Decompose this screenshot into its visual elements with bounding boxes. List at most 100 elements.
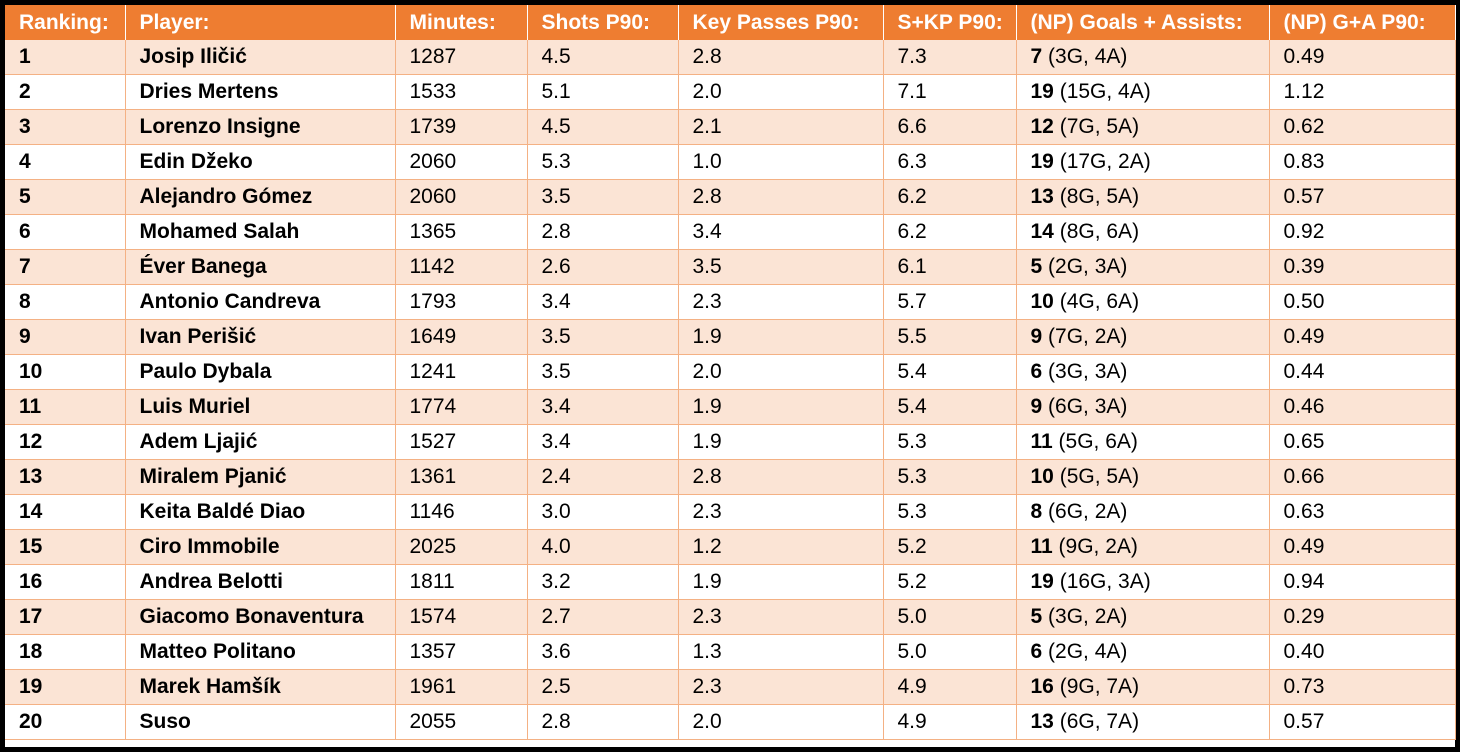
header-ga-p90: (NP) G+A P90: [1269,5,1456,40]
goals-assists-total: 8 [1030,500,1043,523]
rank-cell: 10 [5,354,126,390]
goals-assists-cell: 11 (5G, 6A) [1016,424,1270,460]
goals-assists-cell: 7 (3G, 4A) [1016,40,1270,75]
ga-p90-cell: 0.39 [1269,249,1456,285]
shots-p90-cell: 2.7 [527,599,679,635]
header-skp-p90: S+KP P90: [883,5,1017,40]
skp-p90-cell: 7.1 [883,74,1017,110]
minutes-cell: 1146 [395,494,528,530]
goals-assists-cell: 13 (6G, 7A) [1016,704,1270,740]
skp-p90-cell: 6.2 [883,214,1017,250]
goals-assists-cell: 5 (3G, 2A) [1016,599,1270,635]
skp-p90-cell: 5.3 [883,494,1017,530]
goals-assists-total: 13 [1030,185,1054,208]
rank-cell: 1 [5,40,126,75]
goals-assists-detail: (9G, 7A) [1059,675,1140,698]
minutes-cell: 1774 [395,389,528,425]
minutes-cell: 1533 [395,74,528,110]
key-passes-p90-cell: 1.9 [678,389,884,425]
skp-p90-cell: 5.4 [883,389,1017,425]
key-passes-p90-cell: 2.8 [678,40,884,75]
ga-p90-cell: 0.94 [1269,564,1456,600]
goals-assists-detail: (6G, 3A) [1048,395,1128,418]
goals-assists-cell: 14 (8G, 6A) [1016,214,1270,250]
goals-assists-total: 19 [1030,570,1054,593]
goals-assists-detail: (7G, 5A) [1059,115,1140,138]
goals-assists-total: 6 [1030,360,1043,383]
stats-table-frame: Ranking: Player: Minutes: Shots P90: Key… [5,5,1456,747]
rank-cell: 2 [5,74,126,110]
skp-p90-cell: 5.2 [883,564,1017,600]
goals-assists-detail: (2G, 4A) [1048,640,1128,663]
table-header-row: Ranking: Player: Minutes: Shots P90: Key… [5,5,1456,40]
minutes-cell: 1961 [395,669,528,705]
table-row: 16 Andrea Belotti 1811 3.2 1.9 5.2 19 (16G, 3A… [5,564,1456,600]
player-cell: Ivan Perišić [125,319,396,355]
player-cell: Andrea Belotti [125,564,396,600]
goals-assists-total: 16 [1030,675,1054,698]
skp-p90-cell: 6.1 [883,249,1017,285]
goals-assists-detail: (4G, 6A) [1059,290,1140,313]
rank-cell: 16 [5,564,126,600]
goals-assists-cell: 8 (6G, 2A) [1016,494,1270,530]
goals-assists-total: 19 [1030,80,1054,103]
goals-assists-total: 12 [1030,115,1054,138]
minutes-cell: 1649 [395,319,528,355]
ga-p90-cell: 0.66 [1269,459,1456,495]
header-minutes: Minutes: [395,5,528,40]
header-ranking: Ranking: [5,5,126,40]
goals-assists-total: 10 [1030,465,1054,488]
header-shots-p90: Shots P90: [527,5,679,40]
table-row: 15 Ciro Immobile 2025 4.0 1.2 5.2 11 (9G, 2A) 0… [5,529,1456,565]
goals-assists-cell: 19 (16G, 3A) [1016,564,1270,600]
minutes-cell: 1739 [395,109,528,145]
goals-assists-detail: (6G, 7A) [1059,710,1140,733]
goals-assists-cell: 5 (2G, 3A) [1016,249,1270,285]
player-cell: Mohamed Salah [125,214,396,250]
shots-p90-cell: 5.1 [527,74,679,110]
rank-cell: 18 [5,634,126,670]
goals-assists-cell: 9 (7G, 2A) [1016,319,1270,355]
skp-p90-cell: 5.0 [883,599,1017,635]
goals-assists-cell: 19 (17G, 2A) [1016,144,1270,180]
ga-p90-cell: 0.65 [1269,424,1456,460]
rank-cell: 14 [5,494,126,530]
key-passes-p90-cell: 2.3 [678,284,884,320]
table-row: 2 Dries Mertens 1533 5.1 2.0 7.1 19 (15G, 4A) 1… [5,74,1456,110]
player-cell: Luis Muriel [125,389,396,425]
table-row: 6 Mohamed Salah 1365 2.8 3.4 6.2 14 (8G, 6A) 0.… [5,214,1456,250]
minutes-cell: 1287 [395,40,528,75]
rank-cell: 12 [5,424,126,460]
key-passes-p90-cell: 2.3 [678,669,884,705]
table-row: 5 Alejandro Gómez 2060 3.5 2.8 6.2 13 (8G, 5A)… [5,179,1456,215]
rank-cell: 3 [5,109,126,145]
goals-assists-detail: (6G, 2A) [1048,500,1128,523]
minutes-cell: 2060 [395,179,528,215]
rank-cell: 6 [5,214,126,250]
skp-p90-cell: 5.5 [883,319,1017,355]
minutes-cell: 2060 [395,144,528,180]
goals-assists-total: 9 [1030,395,1043,418]
ga-p90-cell: 0.63 [1269,494,1456,530]
shots-p90-cell: 3.4 [527,284,679,320]
table-row: 10 Paulo Dybala 1241 3.5 2.0 5.4 6 (3G, 3A) 0.4… [5,354,1456,390]
ga-p90-cell: 1.12 [1269,74,1456,110]
goals-assists-cell: 19 (15G, 4A) [1016,74,1270,110]
minutes-cell: 2025 [395,529,528,565]
skp-p90-cell: 4.9 [883,669,1017,705]
goals-assists-total: 7 [1030,45,1043,68]
key-passes-p90-cell: 2.1 [678,109,884,145]
goals-assists-cell: 11 (9G, 2A) [1016,529,1270,565]
key-passes-p90-cell: 1.9 [678,424,884,460]
goals-assists-detail: (9G, 2A) [1058,535,1138,558]
goals-assists-total: 10 [1030,290,1054,313]
shots-p90-cell: 3.0 [527,494,679,530]
goals-assists-detail: (17G, 2A) [1059,150,1151,173]
goals-assists-detail: (5G, 6A) [1058,430,1138,453]
rank-cell: 5 [5,179,126,215]
player-cell: Miralem Pjanić [125,459,396,495]
table-row: 12 Adem Ljajić 1527 3.4 1.9 5.3 11 (5G, 6A) 0.6… [5,424,1456,460]
goals-assists-total: 11 [1030,535,1053,558]
goals-assists-detail: (8G, 5A) [1059,185,1140,208]
key-passes-p90-cell: 2.0 [678,354,884,390]
